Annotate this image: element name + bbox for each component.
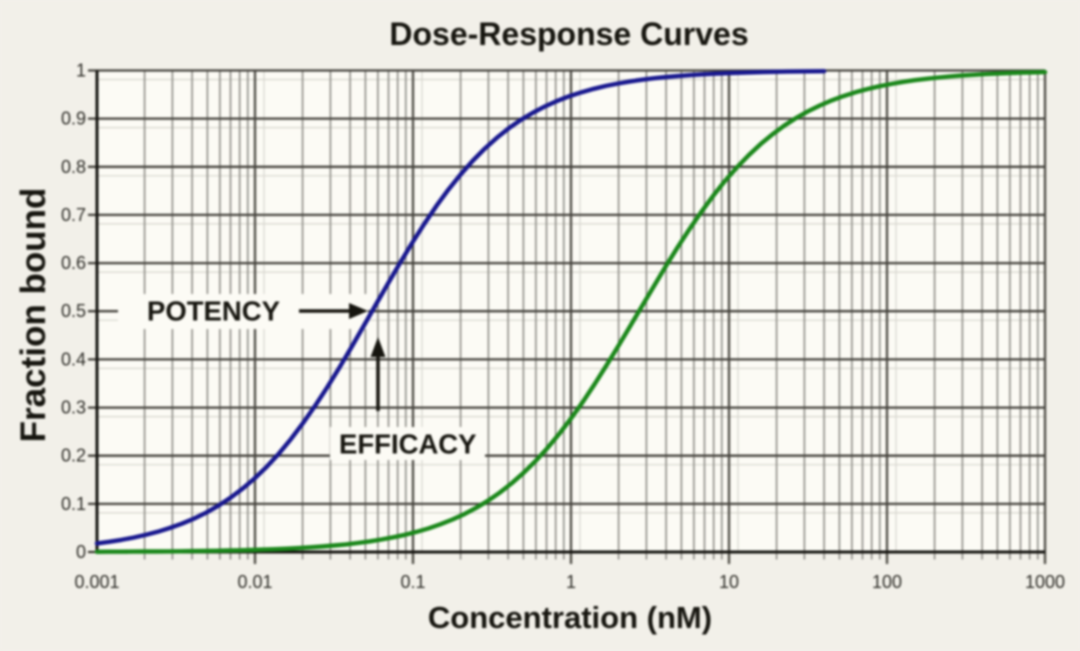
svg-text:0.8: 0.8 (61, 157, 86, 177)
svg-text:1000: 1000 (1025, 572, 1065, 592)
svg-text:1: 1 (566, 572, 576, 592)
svg-text:POTENCY: POTENCY (147, 296, 280, 327)
svg-text:EFFICACY: EFFICACY (339, 429, 477, 460)
svg-text:Dose-Response Curves: Dose-Response Curves (389, 16, 748, 52)
svg-text:0.01: 0.01 (237, 572, 272, 592)
svg-text:0.1: 0.1 (61, 494, 86, 514)
svg-text:0.3: 0.3 (61, 398, 86, 418)
svg-text:1: 1 (76, 61, 86, 81)
svg-text:0.2: 0.2 (61, 446, 86, 466)
svg-text:0.6: 0.6 (61, 253, 86, 273)
svg-text:0.1: 0.1 (400, 572, 425, 592)
svg-text:100: 100 (872, 572, 902, 592)
svg-text:0.7: 0.7 (61, 205, 86, 225)
svg-text:Fraction bound: Fraction bound (14, 188, 53, 443)
svg-text:10: 10 (719, 572, 739, 592)
svg-text:0.9: 0.9 (61, 109, 86, 129)
svg-text:0: 0 (76, 542, 86, 562)
svg-text:0.4: 0.4 (61, 349, 86, 369)
svg-text:Concentration (nM): Concentration (nM) (428, 600, 712, 635)
svg-text:0.5: 0.5 (61, 301, 86, 321)
svg-text:0.001: 0.001 (74, 572, 119, 592)
